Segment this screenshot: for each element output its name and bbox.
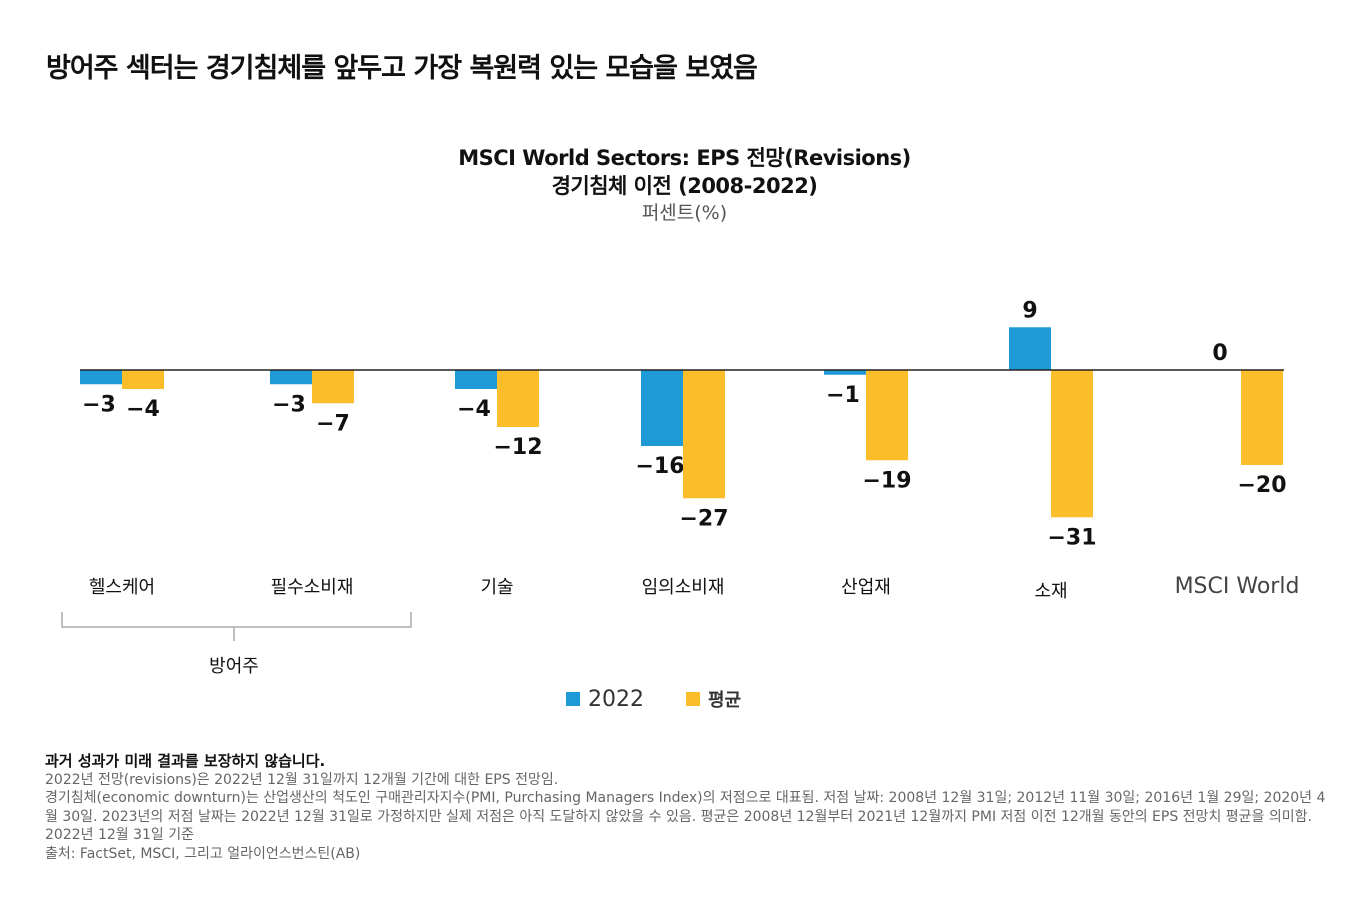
data-label: −4 [126, 397, 160, 422]
data-label: −4 [457, 397, 491, 422]
category-label: 헬스케어 [89, 577, 155, 598]
category-label: 산업재 [841, 577, 891, 598]
chart-subtitle: 경기침체 이전 (2008-2022) [551, 174, 818, 198]
footnote-line: 출처: FactSet, MSCI, 그리고 얼라이언스번스틴(AB) [45, 845, 361, 862]
data-label: 9 [1022, 298, 1037, 323]
bar-2022 [824, 370, 866, 375]
category-label: 소재 [1034, 581, 1067, 602]
data-label: −31 [1047, 525, 1096, 550]
bar-2022 [641, 370, 683, 446]
category-label: 기술 [480, 577, 513, 598]
disclaimer: 과거 성과가 미래 결과를 보장하지 않습니다. [45, 752, 326, 770]
bar-average [1241, 370, 1283, 465]
footnote-line: 2022년 전망(revisions)은 2022년 12월 31일까지 12개… [45, 771, 559, 788]
data-label: −3 [82, 392, 116, 417]
data-label: −3 [272, 392, 306, 417]
data-label: −1 [826, 383, 860, 408]
data-label: −19 [862, 468, 911, 493]
legend-swatch-2022 [566, 692, 580, 706]
bar-2022 [270, 370, 312, 385]
legend-label-2022: 2022 [588, 686, 644, 712]
bar-average [122, 370, 164, 389]
data-label: 0 [1212, 341, 1227, 366]
data-label: −7 [316, 411, 350, 436]
bar-average [866, 370, 908, 461]
chart-title: MSCI World Sectors: EPS 전망(Revisions) [458, 146, 911, 170]
category-label: MSCI World [1175, 574, 1300, 599]
footnotes: 과거 성과가 미래 결과를 보장하지 않습니다. 2022년 전망(revisi… [45, 752, 1335, 863]
data-label: −12 [493, 435, 542, 460]
group-bracket [61, 612, 412, 641]
bar-average [312, 370, 354, 404]
footnote-line: 경기침체(economic downturn)는 산업생산의 척도인 구매관리자… [45, 790, 1326, 825]
data-label: −20 [1237, 473, 1286, 498]
bar-average [683, 370, 725, 499]
legend-swatch-average [686, 692, 700, 706]
page-heading: 방어주 섹터는 경기침체를 앞두고 가장 복원력 있는 모습을 보였음 [46, 53, 758, 84]
bar-2022 [455, 370, 497, 389]
category-label: 임의소비재 [642, 577, 725, 598]
chart-unit-label: 퍼센트(%) [641, 202, 728, 224]
group-bracket-label: 방어주 [209, 656, 259, 677]
data-label: −16 [635, 454, 684, 479]
legend: 2022 평균 [566, 686, 741, 712]
category-label: 필수소비재 [271, 577, 354, 598]
bar-2022 [1009, 327, 1051, 370]
footnote-line: 2022년 12월 31일 기준 [45, 827, 195, 843]
bar-average [497, 370, 539, 427]
bar-2022 [80, 370, 122, 385]
bar-average [1051, 370, 1093, 518]
data-label: −27 [679, 506, 728, 531]
legend-label-average: 평균 [708, 690, 742, 711]
